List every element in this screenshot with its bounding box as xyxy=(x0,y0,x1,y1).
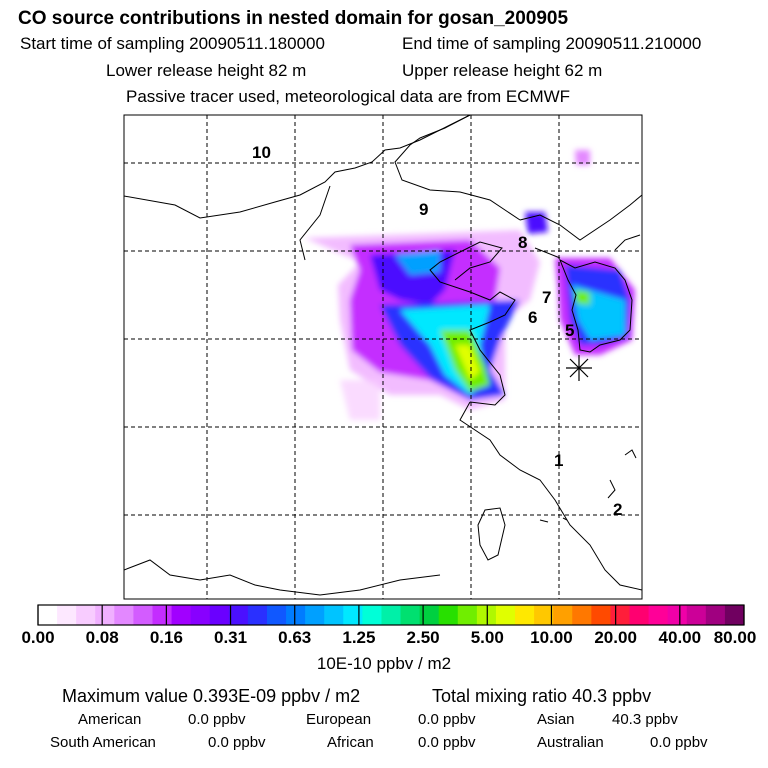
end-time: End time of sampling 20090511.210000 xyxy=(402,34,702,53)
region-label: 1 xyxy=(554,451,564,470)
region-label: 9 xyxy=(419,200,429,219)
coastlines xyxy=(124,115,642,596)
colorbar-tick-label: 0.63 xyxy=(278,628,312,647)
colorbar-tick-label: 80.00 xyxy=(713,628,757,647)
region-label: 10 xyxy=(252,143,271,162)
colorbar-tick-label: 0.16 xyxy=(149,628,183,647)
colorbar-tick-label: 0.08 xyxy=(85,628,119,647)
region-label: 8 xyxy=(518,233,528,252)
start-time: Start time of sampling 20090511.180000 xyxy=(20,34,325,53)
colorbar-tick-label: 5.00 xyxy=(470,628,504,647)
colorbar-tick-label: 1.25 xyxy=(342,628,376,647)
tracer-note: Passive tracer used, meteorological data… xyxy=(126,87,571,106)
region-value: 0.0 ppbv xyxy=(418,711,476,728)
colorbar-tick-label: 10.00 xyxy=(530,628,573,647)
colorbar-units: 10E-10 ppbv / m2 xyxy=(316,654,452,673)
region-value: 0.0 ppbv xyxy=(650,734,708,751)
grid-lines xyxy=(124,115,642,599)
maximum-value: Maximum value 0.393E-09 ppbv / m2 xyxy=(62,686,361,706)
region-label: 7 xyxy=(542,288,552,307)
region-name: Australian xyxy=(537,734,604,751)
region-name: Asian xyxy=(537,711,575,728)
region-value: 0.0 ppbv xyxy=(208,734,266,751)
region-value: 40.3 ppbv xyxy=(612,711,678,728)
region-name: European xyxy=(306,711,372,728)
map-panel xyxy=(123,114,643,600)
upper-release-height: Upper release height 62 m xyxy=(402,61,603,80)
region-name: African xyxy=(327,734,374,751)
colorbar-tick-label: 2.50 xyxy=(406,628,440,647)
colorbar-tick-label: 40.00 xyxy=(658,628,702,647)
lower-release-height: Lower release height 82 m xyxy=(106,61,307,80)
map-frame xyxy=(123,114,643,600)
region-name: American xyxy=(78,711,142,728)
country-borders xyxy=(299,185,568,523)
plot-title: CO source contributions in nested domain… xyxy=(18,8,569,29)
colorbar-tick-label: 0.00 xyxy=(21,628,55,647)
region-value: 0.0 ppbv xyxy=(418,734,476,751)
colorbar-tick-label: 0.31 xyxy=(213,628,248,647)
region-label: 6 xyxy=(528,308,538,327)
total-mixing-ratio: Total mixing ratio 40.3 ppbv xyxy=(432,686,652,706)
region-label: 2 xyxy=(613,500,623,519)
asterisk-icon xyxy=(566,355,592,381)
region-value: 0.0 ppbv xyxy=(188,711,246,728)
region-name: South American xyxy=(50,734,156,751)
colorbar-tick-label: 20.00 xyxy=(594,628,637,647)
concentration-plume xyxy=(305,150,635,420)
region-label: 5 xyxy=(565,321,575,340)
